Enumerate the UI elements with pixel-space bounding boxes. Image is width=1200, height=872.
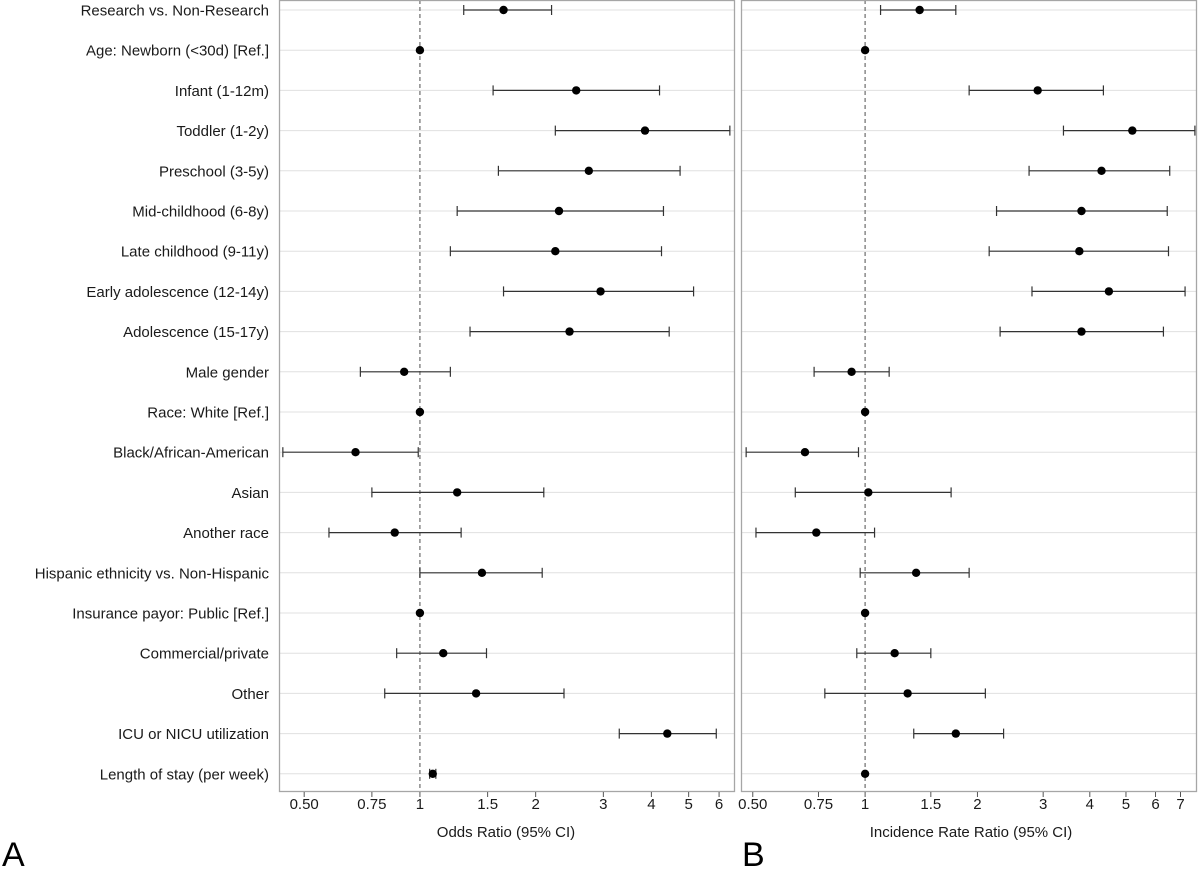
tick-label: 0.50 xyxy=(290,796,319,813)
panel-background-b xyxy=(741,0,1197,792)
row-label: Late childhood (9-11y) xyxy=(121,244,269,261)
point-estimate xyxy=(415,407,425,417)
row-label: Early adolescence (12-14y) xyxy=(86,284,269,301)
point-estimate xyxy=(452,488,462,497)
tick-label: 1 xyxy=(416,796,424,813)
tick-label: 6 xyxy=(1151,796,1159,813)
tick-label: 1.5 xyxy=(477,796,498,813)
row-label: Age: Newborn (<30d) [Ref.] xyxy=(86,43,269,60)
point-estimate xyxy=(663,729,672,738)
point-estimate xyxy=(399,367,409,376)
tick-label: 4 xyxy=(647,796,655,813)
panel-border-b xyxy=(740,0,1198,793)
point-estimate xyxy=(415,46,425,55)
point-estimate xyxy=(596,287,605,296)
point-estimate xyxy=(477,568,487,577)
point-estimate xyxy=(860,608,870,618)
tick-label: 3 xyxy=(1039,796,1047,813)
point-estimate xyxy=(390,528,399,537)
panel-label-b: B xyxy=(742,836,765,872)
tick-label: 2 xyxy=(973,796,981,813)
row-label: Race: White [Ref.] xyxy=(147,405,269,422)
point-estimate xyxy=(800,448,810,457)
point-estimate xyxy=(439,649,448,658)
row-label: Insurance payor: Public [Ref.] xyxy=(72,606,269,623)
point-estimate xyxy=(864,488,873,497)
tick-label: 0.75 xyxy=(804,796,833,813)
row-label: Commercial/private xyxy=(140,646,269,663)
point-estimate xyxy=(951,729,961,738)
row-label: Length of stay (per week) xyxy=(100,766,269,783)
point-estimate xyxy=(860,769,870,778)
point-estimate xyxy=(1077,327,1086,336)
row-label: Male gender xyxy=(186,364,269,381)
point-estimate xyxy=(554,206,564,216)
point-estimate xyxy=(890,649,899,658)
tick-label: 5 xyxy=(684,796,692,813)
point-estimate xyxy=(584,166,594,175)
row-label: Another race xyxy=(183,525,269,542)
point-estimate xyxy=(903,689,912,698)
point-estimate xyxy=(911,568,921,577)
row-label: Research vs. Non-Research xyxy=(81,3,269,20)
row-label: Asian xyxy=(231,485,269,502)
panel-border-a xyxy=(278,0,736,793)
row-label: Adolescence (15-17y) xyxy=(123,324,269,341)
panel-label-a: A xyxy=(2,836,25,872)
row-label: Other xyxy=(231,686,269,703)
row-label: Black/African-American xyxy=(113,445,269,462)
tick-label: 2 xyxy=(531,796,539,813)
point-estimate xyxy=(1104,287,1114,296)
tick-label: 3 xyxy=(599,796,607,813)
point-estimate xyxy=(812,528,821,537)
point-estimate xyxy=(1128,126,1137,135)
point-estimate xyxy=(860,46,870,55)
tick-label: 1 xyxy=(861,796,869,813)
x-axis-title-a: Odds Ratio (95% CI) xyxy=(437,824,575,841)
point-estimate xyxy=(565,327,574,336)
point-estimate xyxy=(471,689,481,698)
point-estimate xyxy=(1077,206,1086,216)
point-estimate xyxy=(1097,166,1106,175)
point-estimate xyxy=(551,247,560,256)
tick-label: 0.50 xyxy=(738,796,767,813)
tick-label: 4 xyxy=(1086,796,1094,813)
row-label: Mid-childhood (6-8y) xyxy=(132,204,269,221)
point-estimate xyxy=(1033,86,1042,95)
tick-label: 0.75 xyxy=(357,796,386,813)
x-axis-title-b: Incidence Rate Ratio (95% CI) xyxy=(870,824,1073,841)
point-estimate xyxy=(640,126,650,135)
panel-background-a xyxy=(279,0,735,792)
point-estimate xyxy=(499,5,508,15)
point-estimate xyxy=(847,367,856,376)
tick-label: 6 xyxy=(715,796,723,813)
point-estimate xyxy=(428,769,437,778)
row-label: ICU or NICU utilization xyxy=(118,726,269,743)
point-estimate xyxy=(860,407,870,417)
row-label: Preschool (3-5y) xyxy=(159,163,269,180)
point-estimate xyxy=(1075,247,1084,256)
row-label: Hispanic ethnicity vs. Non-Hispanic xyxy=(35,565,270,582)
tick-label: 7 xyxy=(1176,796,1184,813)
point-estimate xyxy=(415,608,425,618)
point-estimate xyxy=(572,86,581,95)
tick-label: 1.5 xyxy=(920,796,941,813)
point-estimate xyxy=(915,5,924,15)
point-estimate xyxy=(351,448,360,457)
tick-label: 5 xyxy=(1122,796,1130,813)
row-label: Infant (1-12m) xyxy=(175,83,269,100)
row-label: Toddler (1-2y) xyxy=(176,123,269,140)
